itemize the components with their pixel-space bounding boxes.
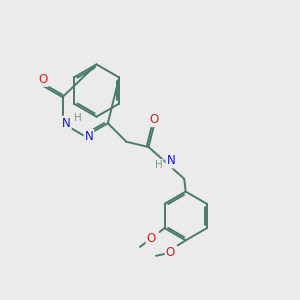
Text: O: O bbox=[147, 232, 156, 245]
Text: O: O bbox=[166, 246, 175, 259]
Text: O: O bbox=[39, 73, 48, 86]
Text: N: N bbox=[62, 117, 71, 130]
Text: H: H bbox=[74, 113, 82, 123]
Text: O: O bbox=[150, 113, 159, 126]
Text: N: N bbox=[85, 130, 93, 143]
Text: H: H bbox=[155, 160, 163, 170]
Text: N: N bbox=[167, 154, 175, 167]
